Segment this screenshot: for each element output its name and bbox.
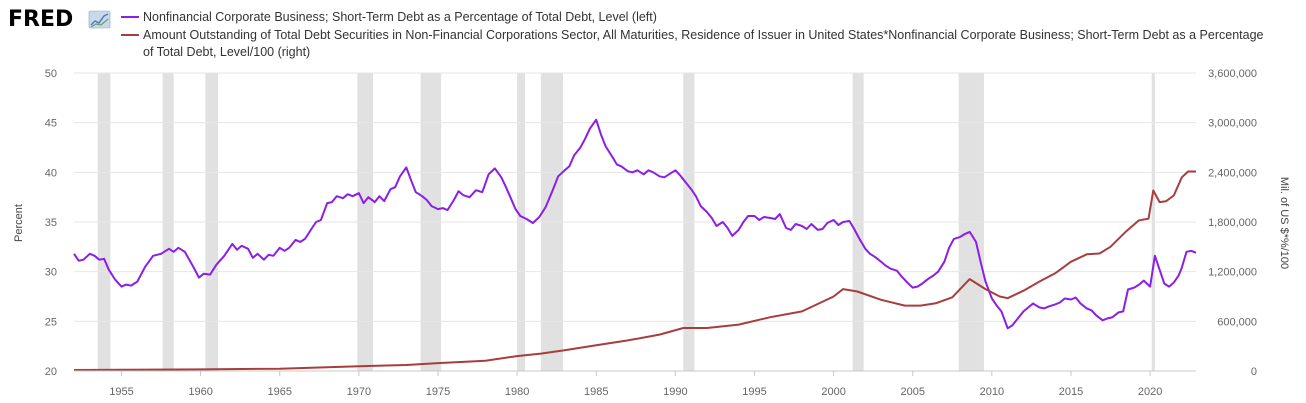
x-tick-label: 1960 — [188, 386, 212, 398]
legend-item-series2[interactable]: Amount Outstanding of Total Debt Securit… — [121, 28, 1264, 59]
x-axis-ticks: 1955 1960 1965 1970 1975 1980 1985 1990 1995 2000… — [74, 370, 1196, 398]
y-left-tick-label: 30 — [45, 267, 57, 279]
y-right-tick-label: 3,000,000 — [1208, 118, 1257, 130]
x-tick-label: 2005 — [900, 386, 924, 398]
y-axis-left-ticks: 20 25 30 35 40 45 50 — [45, 68, 57, 378]
x-tick-label: 1990 — [663, 386, 687, 398]
legend[interactable]: Nonfinancial Corporate Business; Short-T… — [121, 10, 1264, 59]
y-left-tick-label: 50 — [45, 68, 57, 80]
x-tick-label: 1955 — [109, 386, 133, 398]
x-tick-label: 1980 — [505, 386, 529, 398]
gridlines — [74, 72, 1196, 372]
y-left-tick-label: 40 — [45, 167, 57, 179]
y-left-tick-label: 20 — [45, 366, 57, 378]
legend-label-series1: Nonfinancial Corporate Business; Short-T… — [143, 10, 657, 24]
y-axis-right-ticks: 0 600,000 1,200,000 1,800,000 2,400,000 3,000… — [1208, 68, 1257, 378]
fred-logo-text: FRED — [8, 7, 73, 32]
legend-item-series1[interactable]: Nonfinancial Corporate Business; Short-T… — [121, 10, 657, 24]
x-tick-label: 1965 — [267, 386, 291, 398]
y-right-tick-label: 1,800,000 — [1208, 217, 1257, 229]
y-right-tick-label: 0 — [1251, 366, 1257, 378]
y-axis-right-title: Mil. of US $*%/100 — [1278, 177, 1290, 269]
legend-label-series2-line1: Amount Outstanding of Total Debt Securit… — [143, 28, 1264, 42]
x-tick-label: 1975 — [426, 386, 450, 398]
y-left-tick-label: 35 — [45, 217, 57, 229]
y-axis-left-title: Percent — [13, 204, 25, 242]
fred-chart-icon — [88, 10, 111, 29]
fred-logo[interactable]: FRED — [8, 7, 111, 32]
y-right-tick-label: 2,400,000 — [1208, 167, 1257, 179]
x-tick-label: 1995 — [742, 386, 766, 398]
legend-label-series2-line2: of Total Debt, Level/100 (right) — [143, 45, 310, 59]
y-right-tick-label: 3,600,000 — [1208, 68, 1257, 80]
y-right-tick-label: 600,000 — [1217, 316, 1257, 328]
y-left-tick-label: 45 — [45, 118, 57, 130]
series-line-2 — [73, 170, 1196, 371]
x-tick-label: 1970 — [347, 386, 371, 398]
series-line-1 — [73, 118, 1197, 330]
x-tick-label: 2020 — [1138, 386, 1162, 398]
x-tick-label: 2010 — [980, 386, 1004, 398]
x-tick-label: 2015 — [1059, 386, 1083, 398]
y-left-tick-label: 25 — [45, 316, 57, 328]
x-tick-label: 1985 — [584, 386, 608, 398]
series-lines — [73, 118, 1197, 371]
x-tick-label: 2000 — [821, 386, 845, 398]
y-right-tick-label: 1,200,000 — [1208, 267, 1257, 279]
